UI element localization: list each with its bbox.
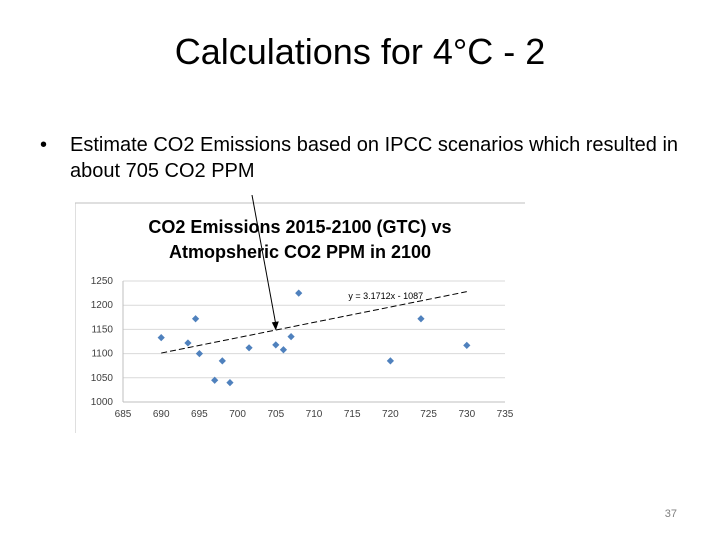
x-tick-label: 685 xyxy=(115,409,132,420)
data-points xyxy=(157,289,471,387)
y-tick-label: 1100 xyxy=(91,349,113,360)
trendline-equation: y = 3.1712x - 1087 xyxy=(348,291,423,301)
x-tick-label: 700 xyxy=(229,409,246,420)
data-point xyxy=(272,341,280,349)
data-point xyxy=(295,289,303,297)
data-point xyxy=(218,357,226,365)
data-point xyxy=(386,357,394,365)
annotation-arrow-head xyxy=(271,321,279,331)
gridlines xyxy=(123,280,505,379)
data-point xyxy=(417,315,425,323)
chart-container: CO2 Emissions 2015-2100 (GTC) vs Atmopsh… xyxy=(74,194,525,435)
data-point xyxy=(157,334,165,342)
x-tick-label: 720 xyxy=(382,409,399,420)
bullet-text: Estimate CO2 Emissions based on IPCC sce… xyxy=(70,134,679,182)
annotation-arrow-group xyxy=(251,194,279,331)
x-tick-label: 725 xyxy=(420,409,437,420)
data-point xyxy=(279,346,288,354)
x-tick-label: 690 xyxy=(153,409,170,420)
slide-title: Calculations for 4°C - 2 xyxy=(174,31,546,72)
data-point xyxy=(191,315,200,323)
y-tick-label: 1150 xyxy=(91,324,113,335)
data-point xyxy=(226,379,234,387)
page-number: 37 xyxy=(664,508,677,520)
data-point xyxy=(245,344,253,352)
trendline-group: y = 3.1712x - 1087 xyxy=(161,291,467,354)
data-point xyxy=(287,333,295,341)
y-tick-label: 1200 xyxy=(91,300,114,311)
data-point xyxy=(184,339,192,347)
x-tick-label: 710 xyxy=(306,409,323,420)
data-point xyxy=(195,350,203,358)
trendline xyxy=(161,291,467,354)
x-tick-label: 715 xyxy=(344,409,361,420)
bullet-item: • Estimate CO2 Emissions based on IPCC s… xyxy=(40,132,680,184)
y-tick-label: 1050 xyxy=(91,373,114,384)
axes xyxy=(122,281,505,403)
annotation-arrow-line xyxy=(251,194,277,325)
tick-labels: 1000 1050 1100 1150 1200 1250 685 690 695 700 705 7… xyxy=(91,276,514,420)
x-tick-label: 735 xyxy=(497,409,514,420)
x-tick-label: 705 xyxy=(267,409,284,420)
chart-title-line-2: Atmopsheric CO2 PPM in 2100 xyxy=(169,242,431,262)
y-tick-label: 1000 xyxy=(91,397,114,408)
chart-title-line-1: CO2 Emissions 2015-2100 (GTC) vs xyxy=(148,217,451,237)
x-tick-label: 695 xyxy=(191,409,208,420)
data-point xyxy=(463,341,471,349)
bullet-dot: • xyxy=(40,134,48,156)
x-tick-label: 730 xyxy=(458,409,475,420)
scatter-chart: CO2 Emissions 2015-2100 (GTC) vs Atmopsh… xyxy=(74,194,525,433)
y-tick-label: 1250 xyxy=(91,276,114,287)
